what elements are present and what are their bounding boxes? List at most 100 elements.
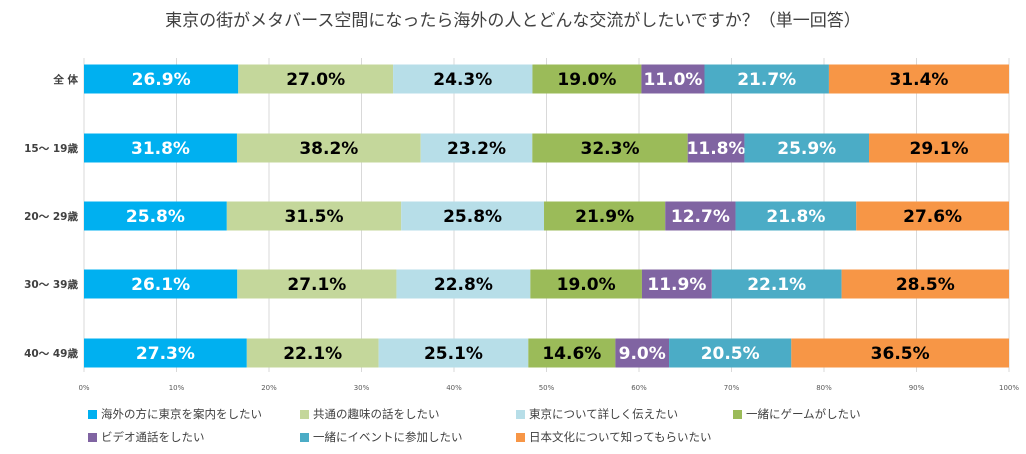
data-label: 25.9% xyxy=(777,139,836,159)
data-label: 25.8% xyxy=(443,207,502,227)
bar-segment xyxy=(84,64,239,94)
data-label: 27.0% xyxy=(286,70,345,90)
category-label: 全 体 xyxy=(52,73,78,86)
bar-segment xyxy=(84,201,227,231)
data-label: 22.1% xyxy=(283,344,342,364)
legend-swatch xyxy=(733,409,742,419)
data-label: 38.2% xyxy=(299,139,358,159)
legend-item: 日本文化について知ってもらいたい xyxy=(516,428,712,446)
data-label: 14.6% xyxy=(542,344,601,364)
legend-label: 東京について詳しく伝えたい xyxy=(529,407,679,421)
legend-swatch xyxy=(300,409,309,419)
data-label: 9.0% xyxy=(619,344,666,364)
data-label: 21.7% xyxy=(737,70,796,90)
bar-segment xyxy=(532,133,688,163)
data-label: 23.2% xyxy=(447,139,506,159)
chart-legend: 海外の方に東京を案内をしたい 共通の趣味の話をしたい 東京について詳しく伝えたい… xyxy=(88,405,1018,449)
bar-segment xyxy=(665,201,736,231)
category-label: 15～ 19歳 xyxy=(24,142,78,155)
data-label: 22.1% xyxy=(747,275,806,295)
bar-segment xyxy=(744,133,870,163)
legend-item: 共通の趣味の話をしたい xyxy=(300,405,440,423)
bar-segment xyxy=(704,64,829,94)
bar-segment xyxy=(841,269,1009,299)
data-label: 31.5% xyxy=(285,207,344,227)
legend-label: 共通の趣味の話をしたい xyxy=(313,407,440,421)
data-label: 12.7% xyxy=(671,207,730,227)
data-label: 21.9% xyxy=(575,207,634,227)
bar-segment xyxy=(856,201,1009,231)
bar-segment xyxy=(84,338,247,368)
x-tick-label: 0% xyxy=(78,384,89,392)
data-label: 27.6% xyxy=(903,207,962,227)
legend-item: 一緒にゲームがしたい xyxy=(733,405,861,423)
bar-segment xyxy=(396,269,531,299)
legend-label: ビデオ通話をしたい xyxy=(101,430,205,444)
bar-segment xyxy=(528,338,616,368)
x-tick-label: 80% xyxy=(816,384,832,392)
bar-segment xyxy=(687,133,745,163)
x-tick-label: 50% xyxy=(539,384,555,392)
data-label: 26.1% xyxy=(131,275,190,295)
x-tick-label: 30% xyxy=(354,384,370,392)
x-tick-label: 20% xyxy=(261,384,277,392)
bar-segment xyxy=(236,133,421,163)
bar-segment xyxy=(669,338,792,368)
data-label: 20.5% xyxy=(701,344,760,364)
bar-segment xyxy=(84,133,237,163)
x-tick-label: 10% xyxy=(169,384,185,392)
legend-label: 日本文化について知ってもらいたい xyxy=(529,430,712,444)
bar-segment xyxy=(238,64,394,94)
chart-title: 東京の街がメタバース空間になったら海外の人とどんな交流がしたいですか？（単一回答… xyxy=(165,11,861,31)
category-label: 20～ 29歳 xyxy=(24,210,78,223)
legend-item: 海外の方に東京を案内をしたい xyxy=(88,405,262,423)
data-label: 29.1% xyxy=(910,139,969,159)
data-label: 27.3% xyxy=(136,344,195,364)
legend-item: ビデオ通話をしたい xyxy=(88,428,205,446)
legend-item: 東京について詳しく伝えたい xyxy=(516,405,678,423)
x-tick-label: 90% xyxy=(909,384,925,392)
data-label: 31.4% xyxy=(889,70,948,90)
legend-swatch xyxy=(300,432,309,442)
legend-swatch xyxy=(516,432,525,442)
data-label: 11.0% xyxy=(643,70,702,90)
bar-segment xyxy=(791,338,1009,368)
bar-segment xyxy=(641,64,705,94)
data-label: 22.8% xyxy=(434,275,493,295)
bar-segment xyxy=(828,64,1009,94)
bar-segment xyxy=(378,338,529,368)
data-label: 25.1% xyxy=(424,344,483,364)
x-tick-label: 60% xyxy=(631,384,647,392)
data-label: 19.0% xyxy=(557,70,616,90)
bar-segment xyxy=(711,269,842,299)
legend-label: 一緒にゲームがしたい xyxy=(746,407,861,421)
data-label: 36.5% xyxy=(871,344,930,364)
data-label: 11.9% xyxy=(647,275,706,295)
bar-segment xyxy=(641,269,712,299)
data-label: 11.8% xyxy=(687,139,746,159)
data-label: 32.3% xyxy=(581,139,640,159)
legend-label: 一緒にイベントに参加したい xyxy=(313,430,463,444)
legend-label: 海外の方に東京を案内をしたい xyxy=(101,407,262,421)
bar-segment xyxy=(226,201,402,231)
bar-segment xyxy=(84,269,238,299)
x-tick-label: 40% xyxy=(446,384,462,392)
data-label: 26.9% xyxy=(132,70,191,90)
category-label: 40～ 49歳 xyxy=(24,347,78,360)
bar-segment xyxy=(544,201,666,231)
category-label: 30～ 39歳 xyxy=(24,278,78,291)
bar-segment xyxy=(869,133,1009,163)
bar-segment xyxy=(530,269,642,299)
bar-segment xyxy=(246,338,379,368)
data-label: 31.8% xyxy=(131,139,190,159)
bar-segment xyxy=(735,201,857,231)
data-label: 27.1% xyxy=(287,275,346,295)
x-tick-label: 70% xyxy=(724,384,740,392)
data-label: 24.3% xyxy=(433,70,492,90)
x-tick-label: 100% xyxy=(999,384,1019,392)
bar-segment xyxy=(401,201,545,231)
bar-segment xyxy=(532,64,642,94)
data-label: 21.8% xyxy=(766,207,825,227)
bar-segment xyxy=(615,338,670,368)
legend-item: 一緒にイベントに参加したい xyxy=(300,428,463,446)
